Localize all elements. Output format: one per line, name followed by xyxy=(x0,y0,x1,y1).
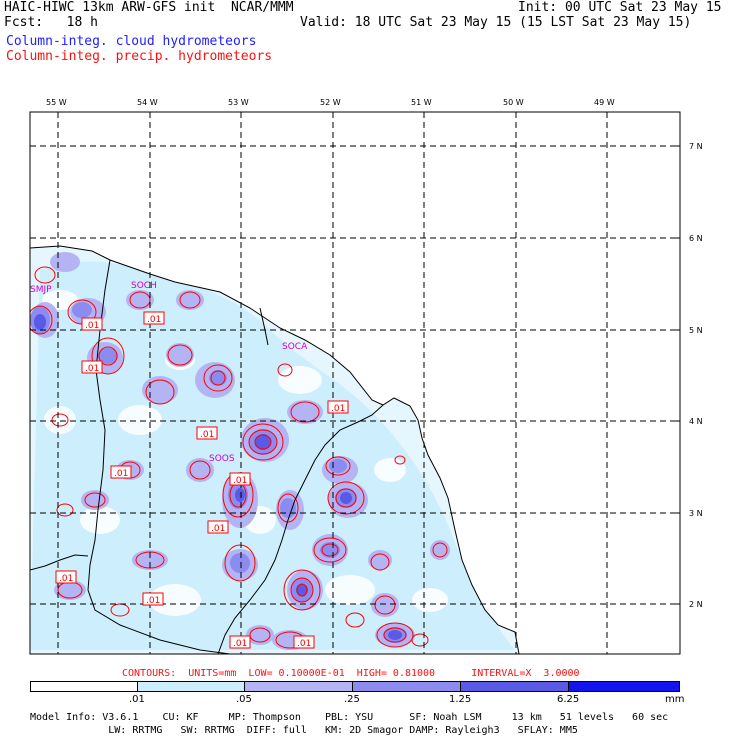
top-ticks xyxy=(57,112,680,605)
header-forecast: Fcst: 18 h xyxy=(4,15,98,30)
svg-text:.01: .01 xyxy=(114,469,128,479)
colorbar-segment xyxy=(30,681,138,692)
lat-label: 3 N xyxy=(689,509,703,518)
colorbar-segment xyxy=(137,681,245,692)
colorbar-tick: .25 xyxy=(344,694,360,705)
colorbar-tick: .05 xyxy=(236,694,252,705)
header-valid: Valid: 18 UTC Sat 23 May 15 (15 LST Sat … xyxy=(300,15,692,30)
contour-label: .01 xyxy=(143,311,165,325)
lon-label: 49 W xyxy=(594,98,615,107)
field-cloud-label: Column-integ. cloud hydrometeors xyxy=(6,34,257,49)
lat-label: 6 N xyxy=(689,234,703,243)
colorbar-unit: mm xyxy=(665,694,685,705)
svg-text:.01: .01 xyxy=(147,315,161,325)
contour-label: .01 xyxy=(55,570,77,584)
lat-label: 2 N xyxy=(689,600,703,609)
svg-text:.01: .01 xyxy=(59,574,73,584)
contour-label: .01 xyxy=(110,465,132,479)
contour-label: .01 xyxy=(207,520,229,534)
lon-label: 51 W xyxy=(411,98,432,107)
lon-label: 53 W xyxy=(228,98,249,107)
contour-info: CONTOURS: UNITS=mm LOW= 0.10000E-01 HIGH… xyxy=(122,668,580,679)
contour-label: .01 xyxy=(81,360,103,374)
latlon-grid xyxy=(30,112,680,654)
lon-label: 50 W xyxy=(503,98,524,107)
svg-text:.01: .01 xyxy=(200,430,214,440)
lat-label: 5 N xyxy=(689,326,703,335)
contour-label: .01 xyxy=(142,592,164,606)
model-info-line2: LW: RRTMG SW: RRTMG DIFF: full KM: 2D Sm… xyxy=(30,725,578,736)
contour-label: .01 xyxy=(327,400,349,414)
svg-text:.01: .01 xyxy=(211,524,225,534)
svg-text:.01: .01 xyxy=(85,364,99,374)
model-info-line1: Model Info: V3.6.1 CU: KF MP: Thompson P… xyxy=(30,712,669,723)
station-label-smjp: SMJP xyxy=(30,285,52,295)
field-precip-label: Column-integ. precip. hydrometeors xyxy=(6,49,273,64)
colorbar-tick: 1.25 xyxy=(449,694,472,705)
contour-label: .01 xyxy=(229,472,251,486)
colorbar-segment xyxy=(244,681,353,692)
station-label-soos: SOOS xyxy=(209,454,235,464)
station-label-soca: SOCA xyxy=(282,342,308,352)
colorbar-segment xyxy=(568,681,680,692)
contour-label: .01 xyxy=(229,635,251,649)
contour-label: .01 xyxy=(81,317,103,331)
station-label-soch: SOCH xyxy=(131,281,157,291)
svg-text:.01: .01 xyxy=(85,321,99,331)
contour-label: .01 xyxy=(293,635,315,649)
contour-value-labels: .01 .01 .01 .01 .01 .01 .01 .01 .01 .01 … xyxy=(55,311,349,649)
colorbar-tick: 6.25 xyxy=(557,694,580,705)
lon-label: 55 W xyxy=(46,98,67,107)
svg-text:.01: .01 xyxy=(233,476,247,486)
svg-text:.01: .01 xyxy=(233,639,247,649)
lat-label: 7 N xyxy=(689,142,703,151)
svg-text:.01: .01 xyxy=(146,596,160,606)
svg-text:.01: .01 xyxy=(331,404,345,414)
colorbar-tick: .01 xyxy=(129,694,145,705)
lon-label: 54 W xyxy=(137,98,158,107)
svg-text:.01: .01 xyxy=(297,639,311,649)
colorbar-segment xyxy=(460,681,569,692)
header-init: Init: 00 UTC Sat 23 May 15 xyxy=(518,0,722,15)
colorbar-segment xyxy=(352,681,461,692)
contour-label: .01 xyxy=(196,426,218,440)
lat-label: 4 N xyxy=(689,417,703,426)
lon-label: 52 W xyxy=(320,98,341,107)
coastline xyxy=(30,245,520,654)
header-title: HAIC-HIWC 13km ARW-GFS init NCAR/MMM xyxy=(4,0,294,15)
